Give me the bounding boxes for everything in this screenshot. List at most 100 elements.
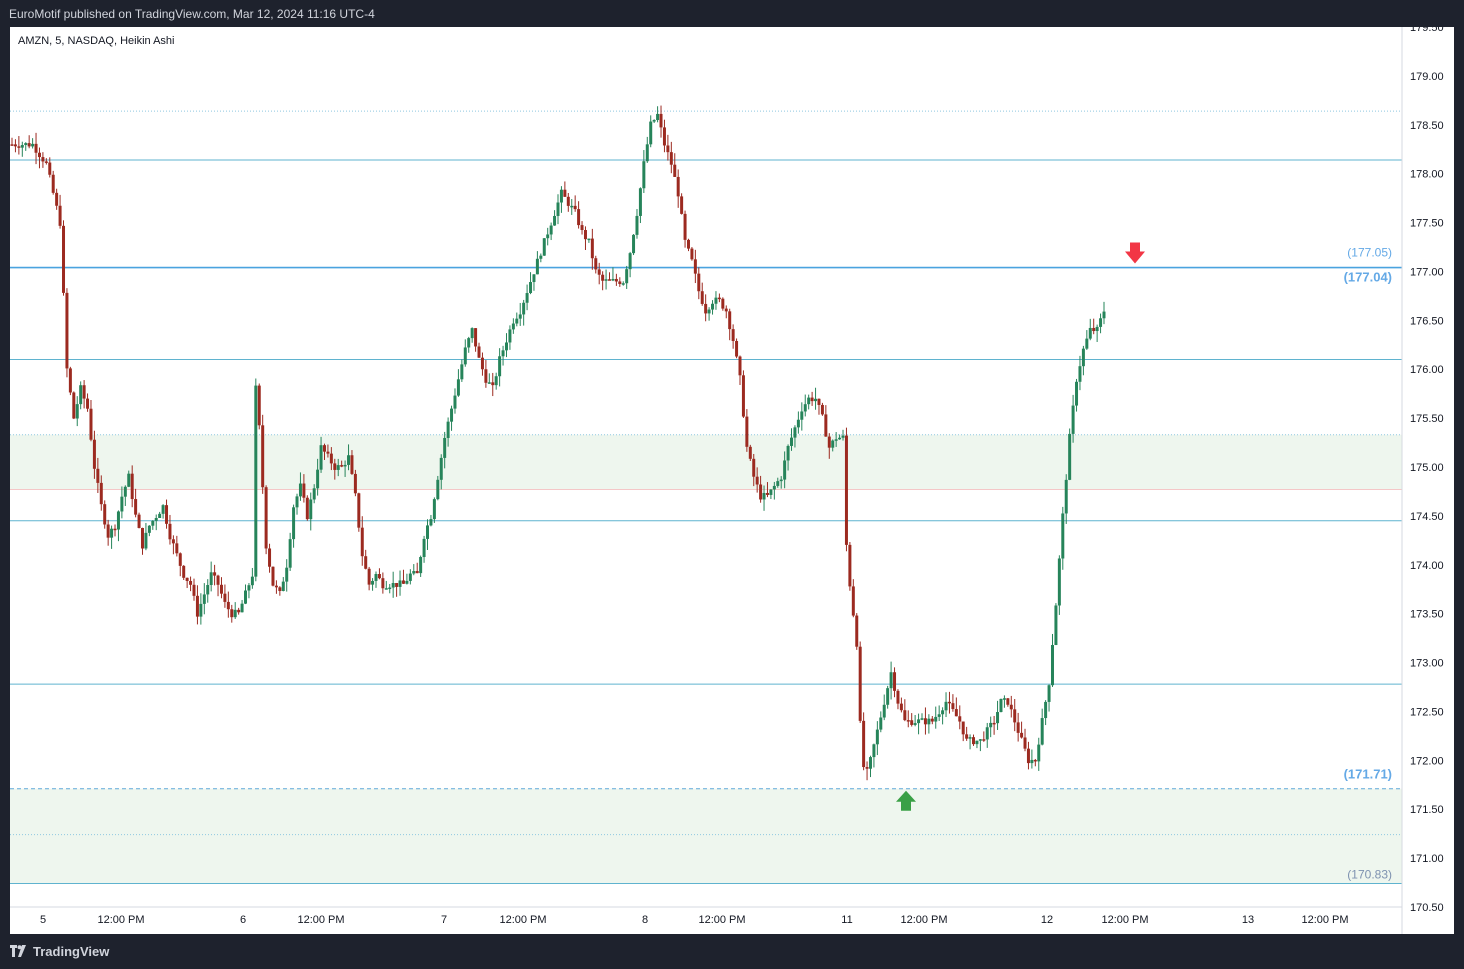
candle-body (594, 258, 598, 270)
publisher-text: EuroMotif published on TradingView.com, … (9, 7, 375, 21)
candle-body (460, 364, 464, 380)
candle-body (553, 215, 557, 226)
candle-body (934, 716, 938, 722)
candle-body (405, 580, 409, 584)
candle-body (1020, 732, 1024, 738)
candle-body (889, 672, 893, 689)
candle-body (353, 473, 357, 494)
candle-body (700, 291, 704, 304)
candle-body (202, 594, 206, 604)
candle-body (182, 565, 186, 578)
candle-body (134, 499, 138, 515)
candle-body (851, 586, 855, 616)
candle-body (628, 253, 632, 270)
candle-body (116, 511, 120, 530)
candle-body (178, 553, 182, 566)
candle-body (786, 445, 790, 461)
candle-body (305, 497, 309, 520)
candle-body (841, 435, 845, 438)
candle-body (642, 161, 646, 189)
candle-body (395, 582, 399, 587)
candle-body (401, 580, 405, 584)
candle-body (494, 376, 498, 386)
candle-body (34, 143, 38, 153)
candle-body (738, 356, 742, 376)
candle-body (470, 328, 474, 339)
tradingview-logo-icon (10, 945, 26, 957)
candle-body (827, 436, 831, 448)
candle-body (676, 176, 680, 197)
candle-body (326, 451, 330, 454)
candle-body (371, 580, 375, 585)
symbol-legend: AMZN, 5, NASDAQ, Heikin Ashi (18, 35, 175, 47)
candle-body (99, 482, 103, 505)
candle-body (51, 174, 55, 193)
candle-body (1102, 311, 1106, 319)
candle-body (432, 499, 436, 520)
candle-body (570, 205, 574, 208)
candle-body (498, 356, 502, 377)
candle-body (408, 573, 412, 581)
y-tick-label: 170.50 (1410, 902, 1444, 914)
candle-body (638, 188, 642, 216)
candle-body (329, 453, 333, 464)
candle-body (999, 698, 1003, 713)
buy-arrow-icon (896, 790, 916, 811)
brand-name: TradingView (33, 943, 110, 959)
y-tick-label: 179.50 (1410, 27, 1444, 34)
y-tick-label: 174.00 (1410, 560, 1444, 572)
x-tick-label: 8 (642, 914, 648, 926)
candle-body (298, 483, 302, 497)
candle-body (161, 505, 165, 514)
candle-body (697, 273, 701, 292)
candle-body (450, 408, 454, 422)
candle-body (728, 311, 732, 330)
candle-body (1047, 685, 1051, 702)
candle-body (1057, 558, 1061, 606)
candle-body (302, 483, 306, 498)
candle-body (426, 525, 430, 539)
candle-body (1037, 744, 1041, 762)
candle-body (511, 323, 515, 330)
chart-area[interactable]: (177.05) (177.04) (171.71) (170.83) 170.50 17… (10, 27, 1454, 934)
candle-body (714, 297, 718, 304)
candle-body (137, 514, 141, 528)
candle-body (649, 121, 653, 145)
candle-body (271, 566, 275, 586)
candle-body (62, 225, 66, 293)
footer-brand[interactable]: TradingView (10, 940, 109, 962)
candle-body (1033, 759, 1037, 762)
y-tick-label: 178.50 (1410, 120, 1444, 132)
candle-body (192, 584, 196, 596)
candle-body (89, 408, 93, 440)
candle-body (810, 397, 814, 402)
price-chart[interactable]: (177.05) (177.04) (171.71) (170.83) 170.50 17… (10, 27, 1454, 934)
candle-body (1054, 605, 1058, 646)
candle-body (281, 581, 285, 591)
candle-body (858, 646, 862, 721)
y-tick-label: 178.00 (1410, 169, 1444, 181)
candle-body (1030, 759, 1034, 764)
candle-body (669, 152, 673, 165)
candle-body (838, 437, 842, 440)
candle-body (504, 342, 508, 351)
candle-body (254, 385, 258, 577)
candle-body (899, 703, 903, 711)
candle-body (340, 465, 344, 467)
candle-body (123, 486, 127, 497)
candle-body (865, 767, 869, 769)
candle-body (41, 157, 45, 162)
price-label-3: (170.83) (1347, 868, 1392, 882)
candle-body (151, 520, 155, 526)
candle-body (525, 293, 529, 303)
candle-body (690, 248, 694, 260)
candle-body (147, 525, 151, 533)
candle-body (790, 437, 794, 446)
candle-body (724, 308, 728, 312)
candle-body (992, 722, 996, 725)
candle-body (735, 341, 739, 357)
candle-body (223, 593, 227, 602)
candle-body (158, 513, 162, 518)
candle-body (27, 143, 31, 147)
candle-body (268, 548, 272, 567)
